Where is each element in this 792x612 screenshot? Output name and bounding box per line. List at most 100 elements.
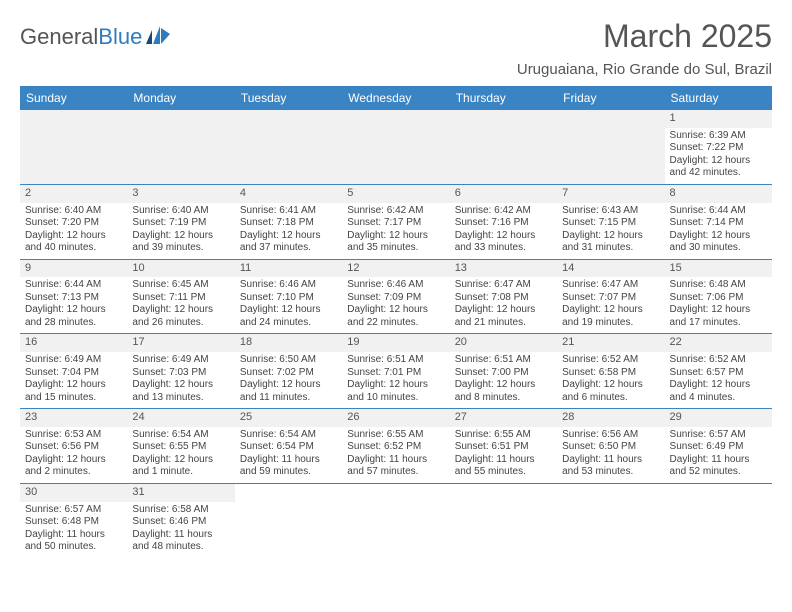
weekday-header-row: SundayMondayTuesdayWednesdayThursdayFrid… — [20, 86, 772, 110]
sunset-text: Sunset: 7:15 PM — [562, 217, 659, 230]
sunset-text: Sunset: 7:09 PM — [347, 292, 444, 305]
weekday-header: Saturday — [665, 86, 772, 110]
calendar-empty-cell — [342, 110, 449, 184]
sunrise-text: Sunrise: 6:44 AM — [670, 205, 767, 218]
day-number: 13 — [450, 260, 557, 278]
sunset-text: Sunset: 6:58 PM — [562, 367, 659, 380]
day-number: 19 — [342, 334, 449, 352]
sunset-text: Sunset: 6:54 PM — [240, 441, 337, 454]
sunrise-text: Sunrise: 6:55 AM — [455, 429, 552, 442]
sunset-text: Sunset: 7:20 PM — [25, 217, 122, 230]
daylight-text: Daylight: 12 hours and 21 minutes. — [455, 304, 552, 329]
sunset-text: Sunset: 7:04 PM — [25, 367, 122, 380]
day-number: 8 — [665, 185, 772, 203]
sunset-text: Sunset: 7:08 PM — [455, 292, 552, 305]
logo-text-general: General — [20, 24, 98, 50]
calendar-day-cell: 5Sunrise: 6:42 AMSunset: 7:17 PMDaylight… — [342, 184, 449, 259]
calendar-week-row: 16Sunrise: 6:49 AMSunset: 7:04 PMDayligh… — [20, 334, 772, 409]
calendar-day-cell: 22Sunrise: 6:52 AMSunset: 6:57 PMDayligh… — [665, 334, 772, 409]
day-number: 15 — [665, 260, 772, 278]
flag-icon — [146, 24, 172, 50]
day-number: 20 — [450, 334, 557, 352]
sunset-text: Sunset: 6:48 PM — [25, 516, 122, 529]
day-number: 5 — [342, 185, 449, 203]
sunrise-text: Sunrise: 6:46 AM — [240, 279, 337, 292]
weekday-header: Wednesday — [342, 86, 449, 110]
sunrise-text: Sunrise: 6:54 AM — [132, 429, 229, 442]
day-number: 11 — [235, 260, 342, 278]
daylight-text: Daylight: 12 hours and 4 minutes. — [670, 379, 767, 404]
calendar-day-cell: 15Sunrise: 6:48 AMSunset: 7:06 PMDayligh… — [665, 259, 772, 334]
sunrise-text: Sunrise: 6:41 AM — [240, 205, 337, 218]
sunset-text: Sunset: 6:46 PM — [132, 516, 229, 529]
weekday-header: Tuesday — [235, 86, 342, 110]
daylight-text: Daylight: 12 hours and 40 minutes. — [25, 230, 122, 255]
calendar-day-cell: 17Sunrise: 6:49 AMSunset: 7:03 PMDayligh… — [127, 334, 234, 409]
calendar-day-cell: 1Sunrise: 6:39 AMSunset: 7:22 PMDaylight… — [665, 110, 772, 184]
day-number: 21 — [557, 334, 664, 352]
day-number: 22 — [665, 334, 772, 352]
day-number: 30 — [20, 484, 127, 502]
sunset-text: Sunset: 7:14 PM — [670, 217, 767, 230]
weekday-header: Thursday — [450, 86, 557, 110]
daylight-text: Daylight: 11 hours and 53 minutes. — [562, 454, 659, 479]
calendar-week-row: 1Sunrise: 6:39 AMSunset: 7:22 PMDaylight… — [20, 110, 772, 184]
calendar-day-cell: 2Sunrise: 6:40 AMSunset: 7:20 PMDaylight… — [20, 184, 127, 259]
calendar-empty-cell — [450, 483, 557, 557]
calendar-week-row: 30Sunrise: 6:57 AMSunset: 6:48 PMDayligh… — [20, 483, 772, 557]
weekday-header: Monday — [127, 86, 234, 110]
calendar-week-row: 9Sunrise: 6:44 AMSunset: 7:13 PMDaylight… — [20, 259, 772, 334]
calendar-day-cell: 6Sunrise: 6:42 AMSunset: 7:16 PMDaylight… — [450, 184, 557, 259]
calendar-table: SundayMondayTuesdayWednesdayThursdayFrid… — [20, 86, 772, 558]
sunset-text: Sunset: 7:03 PM — [132, 367, 229, 380]
daylight-text: Daylight: 12 hours and 22 minutes. — [347, 304, 444, 329]
calendar-day-cell: 4Sunrise: 6:41 AMSunset: 7:18 PMDaylight… — [235, 184, 342, 259]
calendar-day-cell: 20Sunrise: 6:51 AMSunset: 7:00 PMDayligh… — [450, 334, 557, 409]
calendar-day-cell: 30Sunrise: 6:57 AMSunset: 6:48 PMDayligh… — [20, 483, 127, 557]
daylight-text: Daylight: 12 hours and 28 minutes. — [25, 304, 122, 329]
sunrise-text: Sunrise: 6:40 AM — [25, 205, 122, 218]
sunrise-text: Sunrise: 6:49 AM — [132, 354, 229, 367]
sunrise-text: Sunrise: 6:45 AM — [132, 279, 229, 292]
calendar-day-cell: 12Sunrise: 6:46 AMSunset: 7:09 PMDayligh… — [342, 259, 449, 334]
sunset-text: Sunset: 6:49 PM — [670, 441, 767, 454]
sunset-text: Sunset: 7:13 PM — [25, 292, 122, 305]
daylight-text: Daylight: 12 hours and 19 minutes. — [562, 304, 659, 329]
sunset-text: Sunset: 7:18 PM — [240, 217, 337, 230]
daylight-text: Daylight: 12 hours and 30 minutes. — [670, 230, 767, 255]
sunrise-text: Sunrise: 6:47 AM — [455, 279, 552, 292]
sunrise-text: Sunrise: 6:56 AM — [562, 429, 659, 442]
daylight-text: Daylight: 11 hours and 52 minutes. — [670, 454, 767, 479]
daylight-text: Daylight: 11 hours and 59 minutes. — [240, 454, 337, 479]
calendar-empty-cell — [665, 483, 772, 557]
daylight-text: Daylight: 12 hours and 26 minutes. — [132, 304, 229, 329]
calendar-day-cell: 24Sunrise: 6:54 AMSunset: 6:55 PMDayligh… — [127, 409, 234, 484]
daylight-text: Daylight: 12 hours and 10 minutes. — [347, 379, 444, 404]
calendar-day-cell: 27Sunrise: 6:55 AMSunset: 6:51 PMDayligh… — [450, 409, 557, 484]
sunrise-text: Sunrise: 6:50 AM — [240, 354, 337, 367]
calendar-day-cell: 28Sunrise: 6:56 AMSunset: 6:50 PMDayligh… — [557, 409, 664, 484]
sunrise-text: Sunrise: 6:57 AM — [670, 429, 767, 442]
sunset-text: Sunset: 7:19 PM — [132, 217, 229, 230]
daylight-text: Daylight: 12 hours and 8 minutes. — [455, 379, 552, 404]
day-number: 26 — [342, 409, 449, 427]
weekday-header: Sunday — [20, 86, 127, 110]
day-number: 6 — [450, 185, 557, 203]
daylight-text: Daylight: 12 hours and 1 minute. — [132, 454, 229, 479]
day-number: 27 — [450, 409, 557, 427]
sunrise-text: Sunrise: 6:43 AM — [562, 205, 659, 218]
daylight-text: Daylight: 12 hours and 13 minutes. — [132, 379, 229, 404]
calendar-day-cell: 10Sunrise: 6:45 AMSunset: 7:11 PMDayligh… — [127, 259, 234, 334]
calendar-day-cell: 19Sunrise: 6:51 AMSunset: 7:01 PMDayligh… — [342, 334, 449, 409]
sunset-text: Sunset: 6:57 PM — [670, 367, 767, 380]
daylight-text: Daylight: 11 hours and 57 minutes. — [347, 454, 444, 479]
calendar-week-row: 2Sunrise: 6:40 AMSunset: 7:20 PMDaylight… — [20, 184, 772, 259]
daylight-text: Daylight: 12 hours and 35 minutes. — [347, 230, 444, 255]
sunrise-text: Sunrise: 6:49 AM — [25, 354, 122, 367]
daylight-text: Daylight: 12 hours and 31 minutes. — [562, 230, 659, 255]
sunset-text: Sunset: 7:17 PM — [347, 217, 444, 230]
sunset-text: Sunset: 7:11 PM — [132, 292, 229, 305]
daylight-text: Daylight: 12 hours and 2 minutes. — [25, 454, 122, 479]
daylight-text: Daylight: 12 hours and 11 minutes. — [240, 379, 337, 404]
day-number: 31 — [127, 484, 234, 502]
